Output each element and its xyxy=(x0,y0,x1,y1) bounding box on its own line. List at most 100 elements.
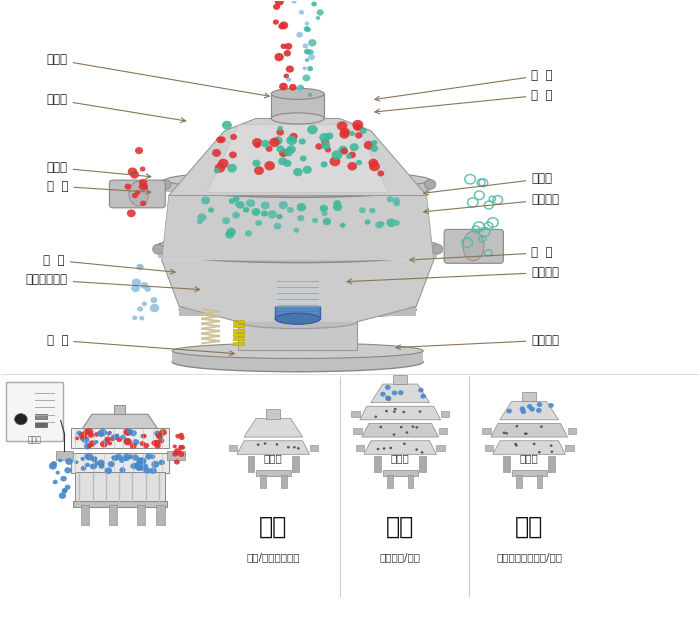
Bar xyxy=(271,94,324,118)
Circle shape xyxy=(197,214,206,221)
Text: 三层式: 三层式 xyxy=(391,454,409,464)
Circle shape xyxy=(254,142,260,148)
Circle shape xyxy=(364,141,374,150)
Circle shape xyxy=(123,428,131,435)
Circle shape xyxy=(505,432,508,435)
Bar xyxy=(548,456,555,472)
Circle shape xyxy=(218,136,225,143)
Circle shape xyxy=(80,466,86,471)
Circle shape xyxy=(273,19,279,25)
Circle shape xyxy=(368,158,378,167)
Circle shape xyxy=(274,223,281,230)
Circle shape xyxy=(273,136,283,145)
Circle shape xyxy=(279,83,288,90)
Circle shape xyxy=(550,451,553,453)
Circle shape xyxy=(197,219,203,224)
Ellipse shape xyxy=(275,267,321,278)
Circle shape xyxy=(155,443,161,449)
Polygon shape xyxy=(364,441,437,454)
Circle shape xyxy=(392,391,398,396)
Circle shape xyxy=(304,22,309,25)
Circle shape xyxy=(97,431,103,436)
Circle shape xyxy=(115,433,120,438)
Circle shape xyxy=(252,138,262,147)
Circle shape xyxy=(346,154,352,159)
Bar xyxy=(158,245,438,258)
Circle shape xyxy=(84,443,91,449)
Circle shape xyxy=(178,451,185,457)
Circle shape xyxy=(120,467,125,473)
Bar xyxy=(239,322,357,350)
Bar xyxy=(233,333,244,336)
Circle shape xyxy=(143,443,149,448)
Circle shape xyxy=(537,402,542,407)
Circle shape xyxy=(151,440,158,446)
Circle shape xyxy=(246,199,255,207)
Circle shape xyxy=(279,201,288,209)
Circle shape xyxy=(284,74,289,79)
Bar xyxy=(438,428,447,434)
Circle shape xyxy=(229,198,235,204)
Bar xyxy=(35,414,48,419)
Circle shape xyxy=(385,410,388,412)
Circle shape xyxy=(307,49,314,55)
Circle shape xyxy=(540,425,542,428)
Circle shape xyxy=(229,152,237,158)
Circle shape xyxy=(135,190,141,195)
Circle shape xyxy=(323,218,331,225)
Circle shape xyxy=(392,197,400,204)
Circle shape xyxy=(145,286,151,292)
Circle shape xyxy=(230,134,237,140)
Circle shape xyxy=(99,429,107,436)
Circle shape xyxy=(153,244,164,254)
Bar xyxy=(73,501,167,507)
Circle shape xyxy=(179,445,185,450)
Bar xyxy=(172,351,424,362)
Circle shape xyxy=(222,121,232,129)
Circle shape xyxy=(536,408,542,413)
Circle shape xyxy=(393,433,395,436)
Circle shape xyxy=(160,429,167,436)
Circle shape xyxy=(419,410,421,413)
Text: 单层式: 单层式 xyxy=(264,454,283,464)
Circle shape xyxy=(389,447,392,449)
Circle shape xyxy=(65,458,73,465)
Circle shape xyxy=(89,440,96,447)
Circle shape xyxy=(321,161,328,168)
Circle shape xyxy=(284,160,292,167)
Bar xyxy=(71,453,169,473)
Circle shape xyxy=(174,448,181,454)
Circle shape xyxy=(333,203,342,211)
Circle shape xyxy=(84,454,89,458)
Circle shape xyxy=(150,454,155,459)
Circle shape xyxy=(297,89,302,93)
Circle shape xyxy=(340,223,346,228)
Polygon shape xyxy=(371,384,430,402)
Bar xyxy=(165,180,430,193)
Bar xyxy=(522,392,536,401)
Circle shape xyxy=(398,390,404,395)
Circle shape xyxy=(412,425,414,428)
Circle shape xyxy=(108,441,112,445)
Circle shape xyxy=(111,435,117,440)
Circle shape xyxy=(302,166,312,174)
Polygon shape xyxy=(237,441,309,454)
Bar xyxy=(516,475,522,488)
Circle shape xyxy=(141,467,145,471)
Bar xyxy=(440,410,449,417)
Circle shape xyxy=(141,434,147,438)
Circle shape xyxy=(261,202,270,209)
Circle shape xyxy=(130,463,137,469)
Bar xyxy=(387,475,393,488)
Circle shape xyxy=(127,167,137,176)
Circle shape xyxy=(275,0,284,6)
Circle shape xyxy=(415,426,418,428)
Ellipse shape xyxy=(165,175,430,197)
Circle shape xyxy=(274,53,284,61)
Bar xyxy=(393,375,407,384)
Circle shape xyxy=(281,43,287,49)
Circle shape xyxy=(521,409,526,414)
Bar xyxy=(568,428,576,434)
Circle shape xyxy=(139,179,147,186)
Circle shape xyxy=(525,433,528,435)
